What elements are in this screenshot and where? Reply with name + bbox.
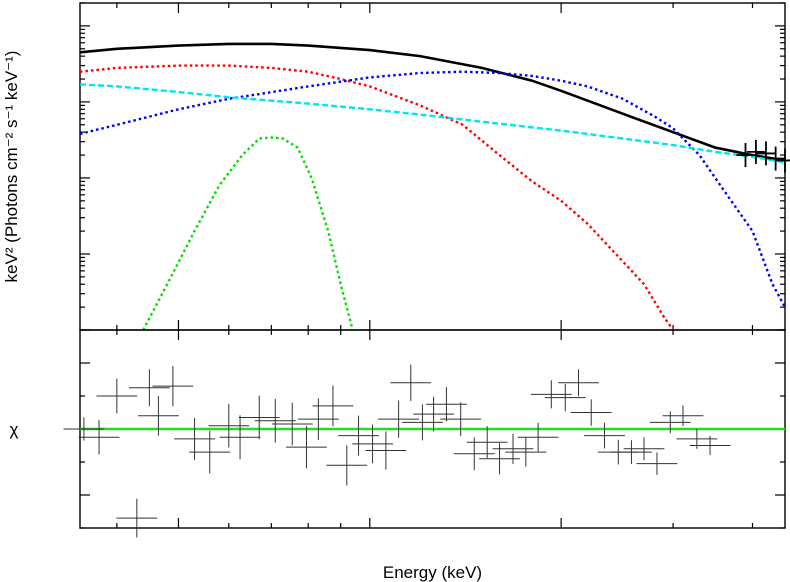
spectrum-frame (79, 2, 786, 331)
model-series-line-4 (142, 136, 354, 330)
model-series-line-1 (80, 64, 675, 330)
model-curves (80, 42, 785, 330)
residuals-y-axis-label: χ (10, 420, 19, 439)
residuals-panel (63, 329, 786, 538)
model-series-line-3 (80, 83, 785, 164)
spectrum-panel (79, 2, 790, 528)
x-axis-label: Energy (keV) (383, 563, 482, 582)
model-series-line-0 (80, 42, 785, 162)
spectrum-y-axis-label: keV² (Photons cm⁻² s⁻¹ keV⁻¹) (2, 51, 21, 283)
model-series-line-2 (80, 70, 785, 308)
